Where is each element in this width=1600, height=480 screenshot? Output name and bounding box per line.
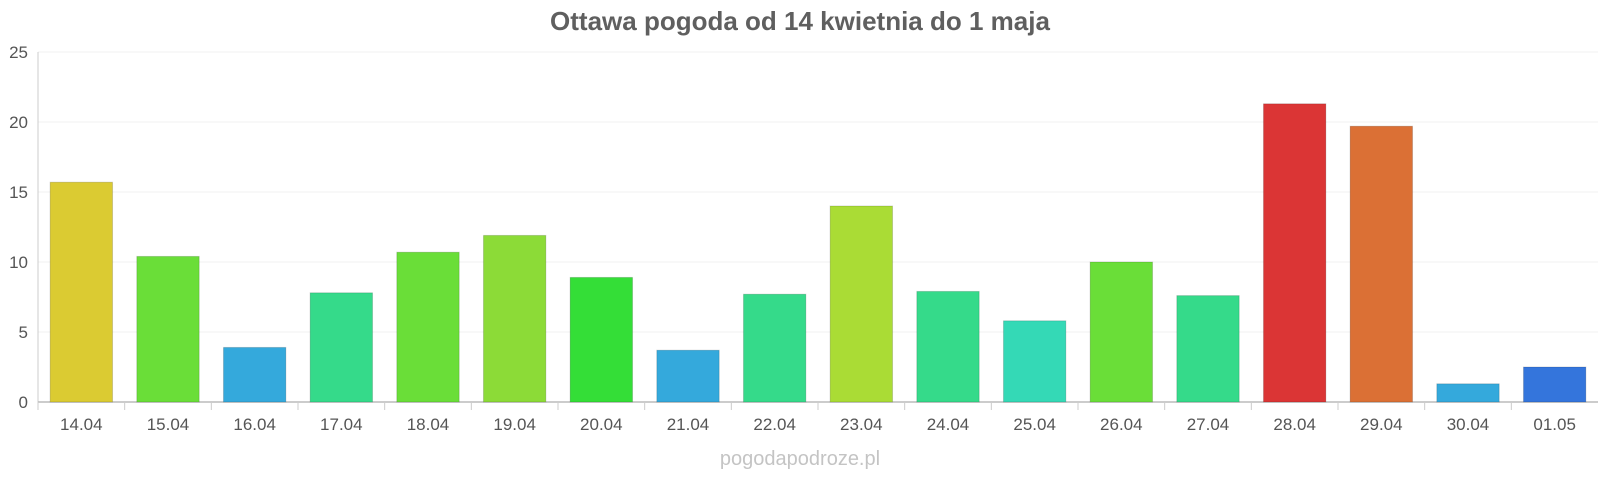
- bar-29.04: [1349, 125, 1414, 403]
- axes: [37, 52, 1598, 410]
- x-tick-label: 24.04: [927, 415, 970, 434]
- x-tick-label: 28.04: [1273, 415, 1316, 434]
- bar-27.04: [1176, 295, 1240, 403]
- bar-19.04: [482, 234, 547, 403]
- y-tick-label: 25: [9, 43, 28, 62]
- y-tick-label: 20: [9, 113, 28, 132]
- bar-01.05: [1522, 366, 1587, 403]
- grid-lines: [38, 51, 1598, 333]
- watermark: pogodapodroze.pl: [719, 448, 881, 470]
- bar-15.04: [136, 255, 200, 403]
- x-tick-label: 14.04: [60, 415, 103, 434]
- y-tick-label: 5: [19, 323, 28, 342]
- x-tick-label: 20.04: [580, 415, 623, 434]
- bar-20.04: [569, 276, 634, 403]
- x-tick-label: 19.04: [493, 415, 536, 434]
- bar-25.04: [1002, 320, 1067, 403]
- x-tick-label: 21.04: [667, 415, 710, 434]
- x-tick-label: 15.04: [147, 415, 190, 434]
- x-tick-label: 22.04: [753, 415, 796, 434]
- y-tick-label: 15: [9, 183, 28, 202]
- x-tick-label: 29.04: [1360, 415, 1403, 434]
- bar-17.04: [309, 292, 374, 403]
- bars: [49, 103, 1587, 403]
- bar-23.04: [829, 205, 894, 403]
- x-tick-label: 01.05: [1533, 415, 1576, 434]
- bar-16.04: [222, 346, 287, 403]
- bar-28.04: [1262, 103, 1327, 403]
- x-tick-labels: 14.04 15.04 16.04 17.04 18.04 19.04 20.04 21.04…: [60, 415, 1576, 434]
- x-tick-label: 30.04: [1447, 415, 1490, 434]
- y-tick-label: 0: [19, 393, 28, 412]
- bar-18.04: [396, 251, 460, 403]
- bar-21.04: [656, 349, 720, 403]
- chart-title: Ottawa pogoda od 14 kwietnia do 1 maja: [550, 6, 1050, 36]
- x-tick-label: 23.04: [840, 415, 883, 434]
- y-tick-label: 10: [9, 253, 28, 272]
- x-tick-label: 27.04: [1187, 415, 1230, 434]
- x-tick-label: 26.04: [1100, 415, 1143, 434]
- x-tick-label: 17.04: [320, 415, 363, 434]
- bar-14.04: [49, 181, 114, 403]
- x-tick-label: 25.04: [1013, 415, 1056, 434]
- bar-26.04: [1089, 261, 1154, 403]
- x-tick-label: 16.04: [233, 415, 276, 434]
- bar-22.04: [742, 293, 807, 403]
- bar-24.04: [916, 290, 980, 403]
- x-tick-label: 18.04: [407, 415, 450, 434]
- y-tick-labels: 0 5 10 15 20 25: [9, 43, 28, 412]
- bar-30.04: [1436, 383, 1500, 403]
